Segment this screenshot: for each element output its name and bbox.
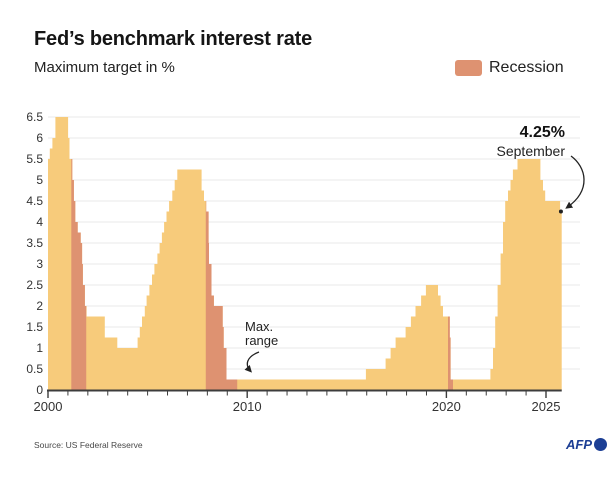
y-axis-label: 3.5 <box>26 236 43 250</box>
annotation-max-range-line2: range <box>245 333 279 348</box>
latest-point-dot <box>558 209 563 214</box>
x-axis-label: 2020 <box>431 399 461 414</box>
y-axis-label: 4 <box>36 215 43 229</box>
x-axis-label: 2000 <box>33 399 63 414</box>
chart-subtitle: Maximum target in % <box>34 59 175 76</box>
legend-label: Recession <box>489 59 564 76</box>
source-note: Source: US Federal Reserve <box>34 440 143 450</box>
y-axis-label: 2 <box>36 299 43 313</box>
max-range-arrow-icon <box>244 351 260 373</box>
y-axis-label: 5.5 <box>26 152 43 166</box>
recession-area <box>205 201 238 390</box>
latest-rate-value: 4.25% <box>519 124 565 141</box>
y-axis-label: 4.5 <box>26 194 43 208</box>
y-axis-label: 6 <box>36 131 43 145</box>
y-axis-label: 5 <box>36 173 43 187</box>
recession-area <box>447 316 453 390</box>
annotation-max-range: Max. range <box>245 320 278 348</box>
y-axis-label: 1 <box>36 341 43 355</box>
afp-logo-text: AFP <box>566 437 592 452</box>
page-title: Fed’s benchmark interest rate <box>34 28 313 50</box>
y-axis-label: 2.5 <box>26 278 43 292</box>
x-axis-label: 2010 <box>232 399 262 414</box>
annotation-max-range-line1: Max. <box>245 319 274 334</box>
latest-rate-arrow-icon <box>565 155 585 209</box>
rate-area <box>48 117 562 390</box>
afp-logo: AFP <box>566 436 607 452</box>
annotation-latest: 4.25% September <box>455 124 565 159</box>
recession-area <box>71 159 87 390</box>
y-axis-label: 6.5 <box>26 110 43 124</box>
recession-swatch-icon <box>455 60 482 76</box>
y-axis-label: 0 <box>36 383 43 397</box>
afp-logo-dot-icon <box>594 438 607 451</box>
y-axis-label: 1.5 <box>26 320 43 334</box>
y-axis-label: 3 <box>36 257 43 271</box>
latest-rate-month: September <box>496 143 565 159</box>
x-axis-label: 2025 <box>531 399 561 414</box>
y-axis-label: 0.5 <box>26 362 43 376</box>
